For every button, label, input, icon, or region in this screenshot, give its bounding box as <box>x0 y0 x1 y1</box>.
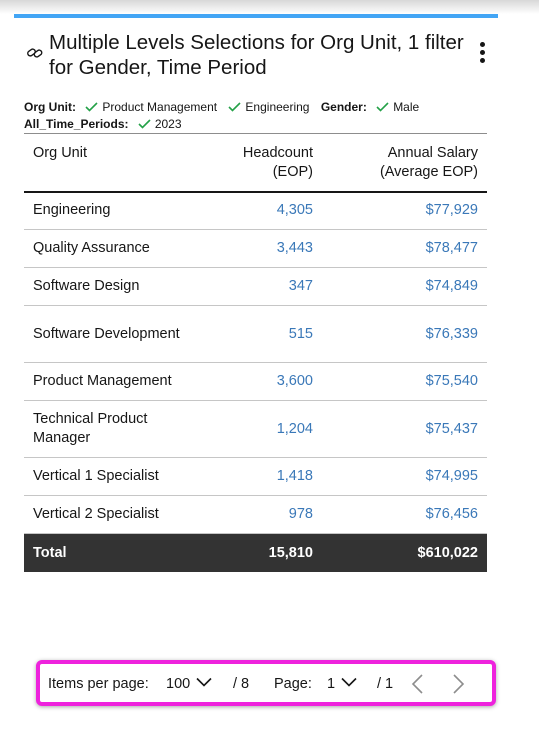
column-header-salary-line2: (Average EOP) <box>379 164 478 180</box>
cell-salary[interactable]: $78,477 <box>322 229 487 268</box>
chevron-right-icon[interactable] <box>450 673 466 695</box>
cell-salary[interactable]: $74,995 <box>322 457 487 496</box>
table-header-row: Org Unit Headcount (EOP) Annual Salary (A… <box>24 133 487 193</box>
top-shadow <box>0 0 539 14</box>
page-label: Page: <box>274 676 312 692</box>
cell-headcount[interactable]: 4,305 <box>194 191 322 230</box>
cell-headcount[interactable]: 515 <box>194 305 322 363</box>
cell-salary[interactable]: $76,339 <box>322 305 487 363</box>
kebab-menu-icon[interactable] <box>475 42 489 68</box>
checkmark-icon <box>85 102 98 112</box>
cell-salary[interactable]: $74,849 <box>322 267 487 306</box>
chevron-down-icon <box>196 677 212 687</box>
table-row: Vertical 1 Specialist 1,418 $74,995 <box>24 457 487 496</box>
filter-time-value: 2023 <box>154 117 182 131</box>
cell-salary[interactable]: $75,540 <box>322 362 487 401</box>
chevron-down-icon <box>341 677 357 687</box>
column-header-annual-salary[interactable]: Annual Salary (Average EOP) <box>322 133 487 193</box>
cell-headcount[interactable]: 3,600 <box>194 362 322 401</box>
chevron-left-icon[interactable] <box>410 673 426 695</box>
table-row: Engineering 4,305 $77,929 <box>24 191 487 230</box>
cell-org-unit: Vertical 1 Specialist <box>24 457 194 496</box>
cell-org-unit: Product Management <box>24 362 194 401</box>
table-row: Product Management 3,600 $75,540 <box>24 362 487 401</box>
cell-headcount[interactable]: 347 <box>194 267 322 306</box>
table-row: Technical Product Manager 1,204 $75,437 <box>24 400 487 458</box>
items-per-page-label: Items per page: <box>48 676 149 692</box>
cell-org-unit: Technical Product Manager <box>24 400 194 458</box>
checkmark-icon <box>376 102 389 112</box>
total-label: Total <box>24 533 194 572</box>
filter-summary: Org Unit: Product Management Engineering… <box>24 99 494 133</box>
cell-org-unit: Software Design <box>24 267 194 306</box>
filter-gender-label: Gender: <box>320 100 367 114</box>
link-icon[interactable] <box>26 46 44 60</box>
widget-title: Multiple Levels Selections for Org Unit,… <box>49 31 464 79</box>
cell-salary[interactable]: $77,929 <box>322 191 487 230</box>
column-header-org-unit[interactable]: Org Unit <box>24 133 194 193</box>
cell-org-unit: Vertical 2 Specialist <box>24 495 194 534</box>
table-total-row: Total 15,810 $610,022 <box>24 533 487 572</box>
table-row: Quality Assurance 3,443 $78,477 <box>24 229 487 268</box>
cell-headcount[interactable]: 3,443 <box>194 229 322 268</box>
column-header-salary-line1: Annual Salary <box>387 145 478 161</box>
filter-org-unit-label: Org Unit: <box>24 100 76 114</box>
cell-org-unit: Software Development <box>24 305 194 363</box>
cell-salary[interactable]: $75,437 <box>322 400 487 458</box>
page-value: 1 <box>327 676 336 692</box>
widget-header: Multiple Levels Selections for Org Unit,… <box>26 30 496 82</box>
cell-org-unit: Engineering <box>24 191 194 230</box>
cell-salary[interactable]: $76,456 <box>322 495 487 534</box>
cell-headcount[interactable]: 1,204 <box>194 400 322 458</box>
widget-accent-bar <box>14 14 498 18</box>
total-pages: / 1 <box>377 676 394 692</box>
total-salary: $610,022 <box>322 533 487 572</box>
cell-headcount[interactable]: 978 <box>194 495 322 534</box>
pagination-bar: Items per page: 100 / 8 Page: 1 / 1 <box>36 660 496 706</box>
filter-time-label: All_Time_Periods: <box>24 117 129 131</box>
checkmark-icon <box>228 102 241 112</box>
checkmark-icon <box>138 119 151 129</box>
items-per-page-select[interactable]: 100 <box>166 675 212 693</box>
filter-org-unit-value: Product Management <box>102 100 218 114</box>
total-items: / 8 <box>233 676 250 692</box>
table-row: Software Development 515 $76,339 <box>24 305 487 363</box>
items-per-page-value: 100 <box>166 676 191 692</box>
cell-headcount[interactable]: 1,418 <box>194 457 322 496</box>
filter-org-unit-value: Engineering <box>245 100 310 114</box>
total-headcount: 15,810 <box>194 533 322 572</box>
table-row: Vertical 2 Specialist 978 $76,456 <box>24 495 487 534</box>
page-select[interactable]: 1 <box>327 675 357 693</box>
table-row: Software Design 347 $74,849 <box>24 267 487 306</box>
filter-gender-value: Male <box>393 100 420 114</box>
column-header-headcount[interactable]: Headcount (EOP) <box>194 133 322 193</box>
data-table: Org Unit Headcount (EOP) Annual Salary (A… <box>24 133 487 572</box>
cell-org-unit: Quality Assurance <box>24 229 194 268</box>
